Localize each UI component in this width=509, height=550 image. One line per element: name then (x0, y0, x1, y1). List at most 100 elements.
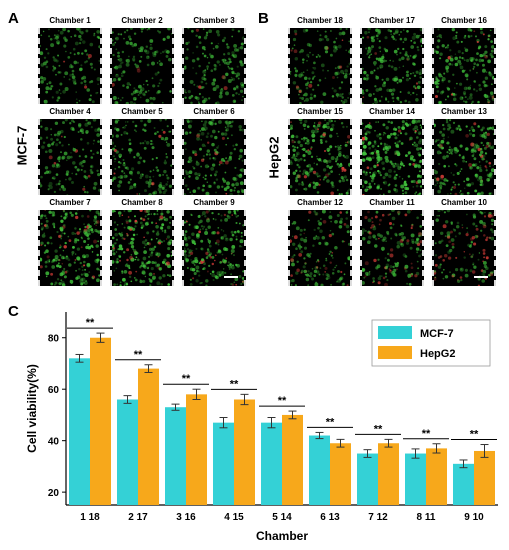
micrograph-b-4: Chamber 15 (288, 107, 352, 195)
significance-label: ** (86, 317, 95, 329)
fluorescence-image (288, 28, 352, 104)
bar-hepg2-4 (234, 399, 255, 505)
micrograph-b-8: Chamber 11 (360, 198, 424, 286)
bar-mcf-7-7 (357, 453, 378, 505)
side-label-hepg2: HepG2 (266, 136, 282, 179)
fluorescence-image (38, 210, 102, 286)
bar-hepg2-1 (90, 337, 111, 505)
fluorescence-image (110, 210, 174, 286)
chamber-label: Chamber 1 (49, 16, 91, 25)
chamber-label: Chamber 10 (441, 198, 487, 207)
bar-hepg2-6 (330, 443, 351, 505)
micrograph-a-6: Chamber 6 (182, 107, 246, 195)
x-tick-label: 4 15 (224, 512, 244, 523)
micrograph-a-2: Chamber 2 (110, 16, 174, 104)
micrograph-a-7: Chamber 7 (38, 198, 102, 286)
x-tick-label: 1 18 (80, 512, 100, 523)
micrograph-a-1: Chamber 1 (38, 16, 102, 104)
y-axis-label: Cell viability(%) (25, 364, 39, 453)
fluorescence-image (110, 28, 174, 104)
x-tick-label: 7 12 (368, 512, 388, 523)
y-tick-label: 20 (48, 488, 60, 499)
chamber-label: Chamber 15 (297, 107, 343, 116)
x-tick-label: 6 13 (320, 512, 340, 523)
significance-label: ** (374, 423, 383, 435)
fluorescence-image (110, 119, 174, 195)
bar-mcf-7-3 (165, 407, 186, 505)
x-axis-label: Chamber (256, 529, 308, 543)
fluorescence-image (38, 119, 102, 195)
panel-letter-c: C (8, 303, 19, 320)
micrograph-b-2: Chamber 17 (360, 16, 424, 104)
chamber-label: Chamber 6 (193, 107, 235, 116)
chamber-label: Chamber 9 (193, 198, 235, 207)
significance-label: ** (230, 378, 239, 390)
bar-mcf-7-4 (213, 422, 234, 505)
fluorescence-image (182, 210, 246, 286)
bar-hepg2-7 (378, 443, 399, 505)
fluorescence-image (360, 28, 424, 104)
fluorescence-image (288, 210, 352, 286)
micrograph-b-5: Chamber 14 (360, 107, 424, 195)
bar-hepg2-8 (426, 448, 447, 505)
chamber-label: Chamber 7 (49, 198, 91, 207)
micrograph-a-3: Chamber 3 (182, 16, 246, 104)
legend-label-mcf-7: MCF-7 (420, 328, 454, 340)
micrograph-b-1: Chamber 18 (288, 16, 352, 104)
fluorescence-image (182, 119, 246, 195)
x-tick-label: 3 16 (176, 512, 196, 523)
significance-label: ** (182, 373, 191, 385)
micrograph-a-8: Chamber 8 (110, 198, 174, 286)
significance-label: ** (422, 428, 431, 440)
significance-label: ** (470, 429, 479, 441)
y-tick-label: 80 (48, 334, 60, 345)
scale-bar (224, 276, 238, 278)
bar-hepg2-3 (186, 394, 207, 505)
x-tick-label: 8 11 (417, 512, 436, 523)
x-tick-label: 2 17 (128, 512, 148, 523)
legend-swatch-mcf-7 (378, 326, 412, 339)
chamber-label: Chamber 13 (441, 107, 487, 116)
bar-mcf-7-6 (309, 435, 330, 505)
micrograph-b-3: Chamber 16 (432, 16, 496, 104)
significance-label: ** (326, 416, 335, 428)
fluorescence-image (432, 119, 496, 195)
chamber-label: Chamber 11 (369, 198, 415, 207)
legend-label-hepg2: HepG2 (420, 348, 455, 360)
chamber-label: Chamber 3 (193, 16, 235, 25)
y-tick-label: 40 (48, 437, 60, 448)
panel-letter-a: A (8, 10, 19, 27)
chamber-label: Chamber 5 (121, 107, 163, 116)
fluorescence-image (432, 210, 496, 286)
fluorescence-image (38, 28, 102, 104)
fluorescence-image (288, 119, 352, 195)
legend-swatch-hepg2 (378, 346, 412, 359)
chamber-label: Chamber 12 (297, 198, 343, 207)
chamber-label: Chamber 4 (49, 107, 91, 116)
side-label-mcf7: MCF-7 (14, 125, 30, 166)
bar-mcf-7-1 (69, 358, 90, 505)
significance-label: ** (134, 349, 143, 361)
fluorescence-image (182, 28, 246, 104)
chamber-label: Chamber 14 (369, 107, 415, 116)
micrograph-b-7: Chamber 12 (288, 198, 352, 286)
fluorescence-image (432, 28, 496, 104)
bar-mcf-7-8 (405, 453, 426, 505)
micrograph-a-4: Chamber 4 (38, 107, 102, 195)
micrograph-a-9: Chamber 9 (182, 198, 246, 286)
chamber-label: Chamber 17 (369, 16, 415, 25)
y-tick-label: 60 (48, 385, 60, 396)
fluorescence-image (360, 119, 424, 195)
x-tick-label: 9 10 (464, 512, 484, 523)
bar-mcf-7-9 (453, 463, 474, 505)
fluorescence-image (360, 210, 424, 286)
bar-hepg2-5 (282, 414, 303, 505)
chamber-label: Chamber 16 (441, 16, 487, 25)
bar-hepg2-9 (474, 450, 495, 505)
chamber-label: Chamber 8 (121, 198, 163, 207)
viability-bar-chart: 20 40 60 80 Cell viability(%) Chamber ** 1 18 **… (25, 312, 498, 543)
micrograph-b-6: Chamber 13 (432, 107, 496, 195)
significance-label: ** (278, 395, 287, 407)
micrograph-a-5: Chamber 5 (110, 107, 174, 195)
bar-mcf-7-2 (117, 399, 138, 505)
